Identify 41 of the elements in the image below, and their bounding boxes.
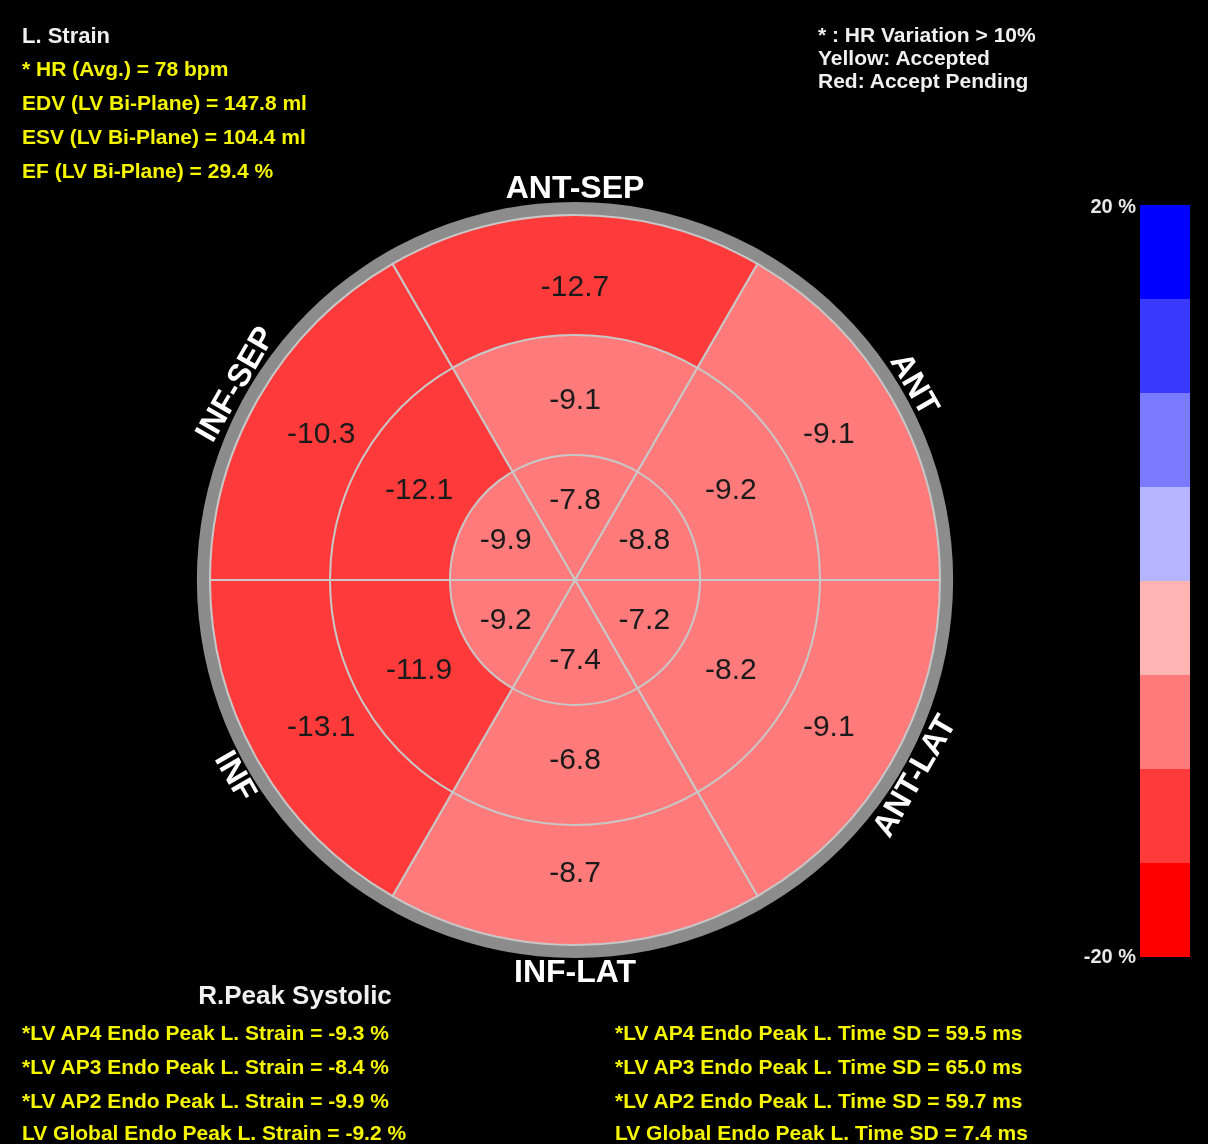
- text: * : HR Variation > 10%: [818, 23, 1036, 46]
- text: *LV AP2 Endo Peak L. Time SD = 59.7 ms: [615, 1089, 1023, 1112]
- text: EF (LV Bi-Plane) = 29.4 %: [22, 159, 274, 182]
- text: *LV AP4 Endo Peak L. Time SD = 59.5 ms: [615, 1021, 1023, 1044]
- data-label: -7.4: [549, 642, 601, 675]
- text: *LV AP3 Endo Peak L. Strain = -8.4 %: [22, 1055, 390, 1078]
- category-label: INF: [207, 744, 265, 807]
- data-label: -13.1: [287, 708, 356, 742]
- text: L. Strain: [22, 23, 111, 48]
- text: LV Global Endo Peak L. Strain = -9.2 %: [22, 1121, 407, 1144]
- data-label: -9.1: [802, 415, 855, 449]
- data-label: -9.1: [549, 382, 601, 415]
- text: *LV AP3 Endo Peak L. Time SD = 65.0 ms: [615, 1055, 1023, 1078]
- data-label: -10.3: [287, 415, 356, 449]
- text: * HR (Avg.) = 78 bpm: [22, 57, 229, 80]
- data-label: -9.9: [479, 522, 532, 555]
- text: 20 %: [1090, 195, 1137, 217]
- data-label: -9.1: [802, 708, 855, 742]
- data-label: -12.7: [540, 269, 610, 302]
- data-label: -8.8: [618, 522, 671, 555]
- text: *LV AP2 Endo Peak L. Strain = -9.9 %: [22, 1089, 390, 1112]
- text: -20 %: [1083, 945, 1137, 967]
- data-label: -6.8: [549, 742, 601, 775]
- text: R.Peak Systolic: [198, 980, 392, 1010]
- data-label: -8.2: [705, 652, 757, 685]
- text: LV Global Endo Peak L. Time SD = 7.4 ms: [615, 1121, 1028, 1144]
- text: EDV (LV Bi-Plane) = 147.8 ml: [22, 91, 307, 114]
- data-label: -7.2: [618, 602, 671, 635]
- category-label: ANT: [883, 346, 948, 422]
- data-label: -7.8: [549, 482, 601, 515]
- text: Yellow: Accepted: [818, 46, 990, 69]
- data-label: -8.7: [549, 855, 601, 888]
- data-label: -9.2: [705, 472, 757, 505]
- data-label: -9.2: [479, 602, 532, 635]
- category-label: INF-LAT: [513, 953, 637, 989]
- data-label: -12.1: [384, 472, 454, 505]
- category-label: ANT-SEP: [505, 169, 645, 205]
- text: Red: Accept Pending: [818, 69, 1029, 92]
- text: ESV (LV Bi-Plane) = 104.4 ml: [22, 125, 306, 148]
- text: *LV AP4 Endo Peak L. Strain = -9.3 %: [22, 1021, 390, 1044]
- data-label: -11.9: [386, 652, 453, 685]
